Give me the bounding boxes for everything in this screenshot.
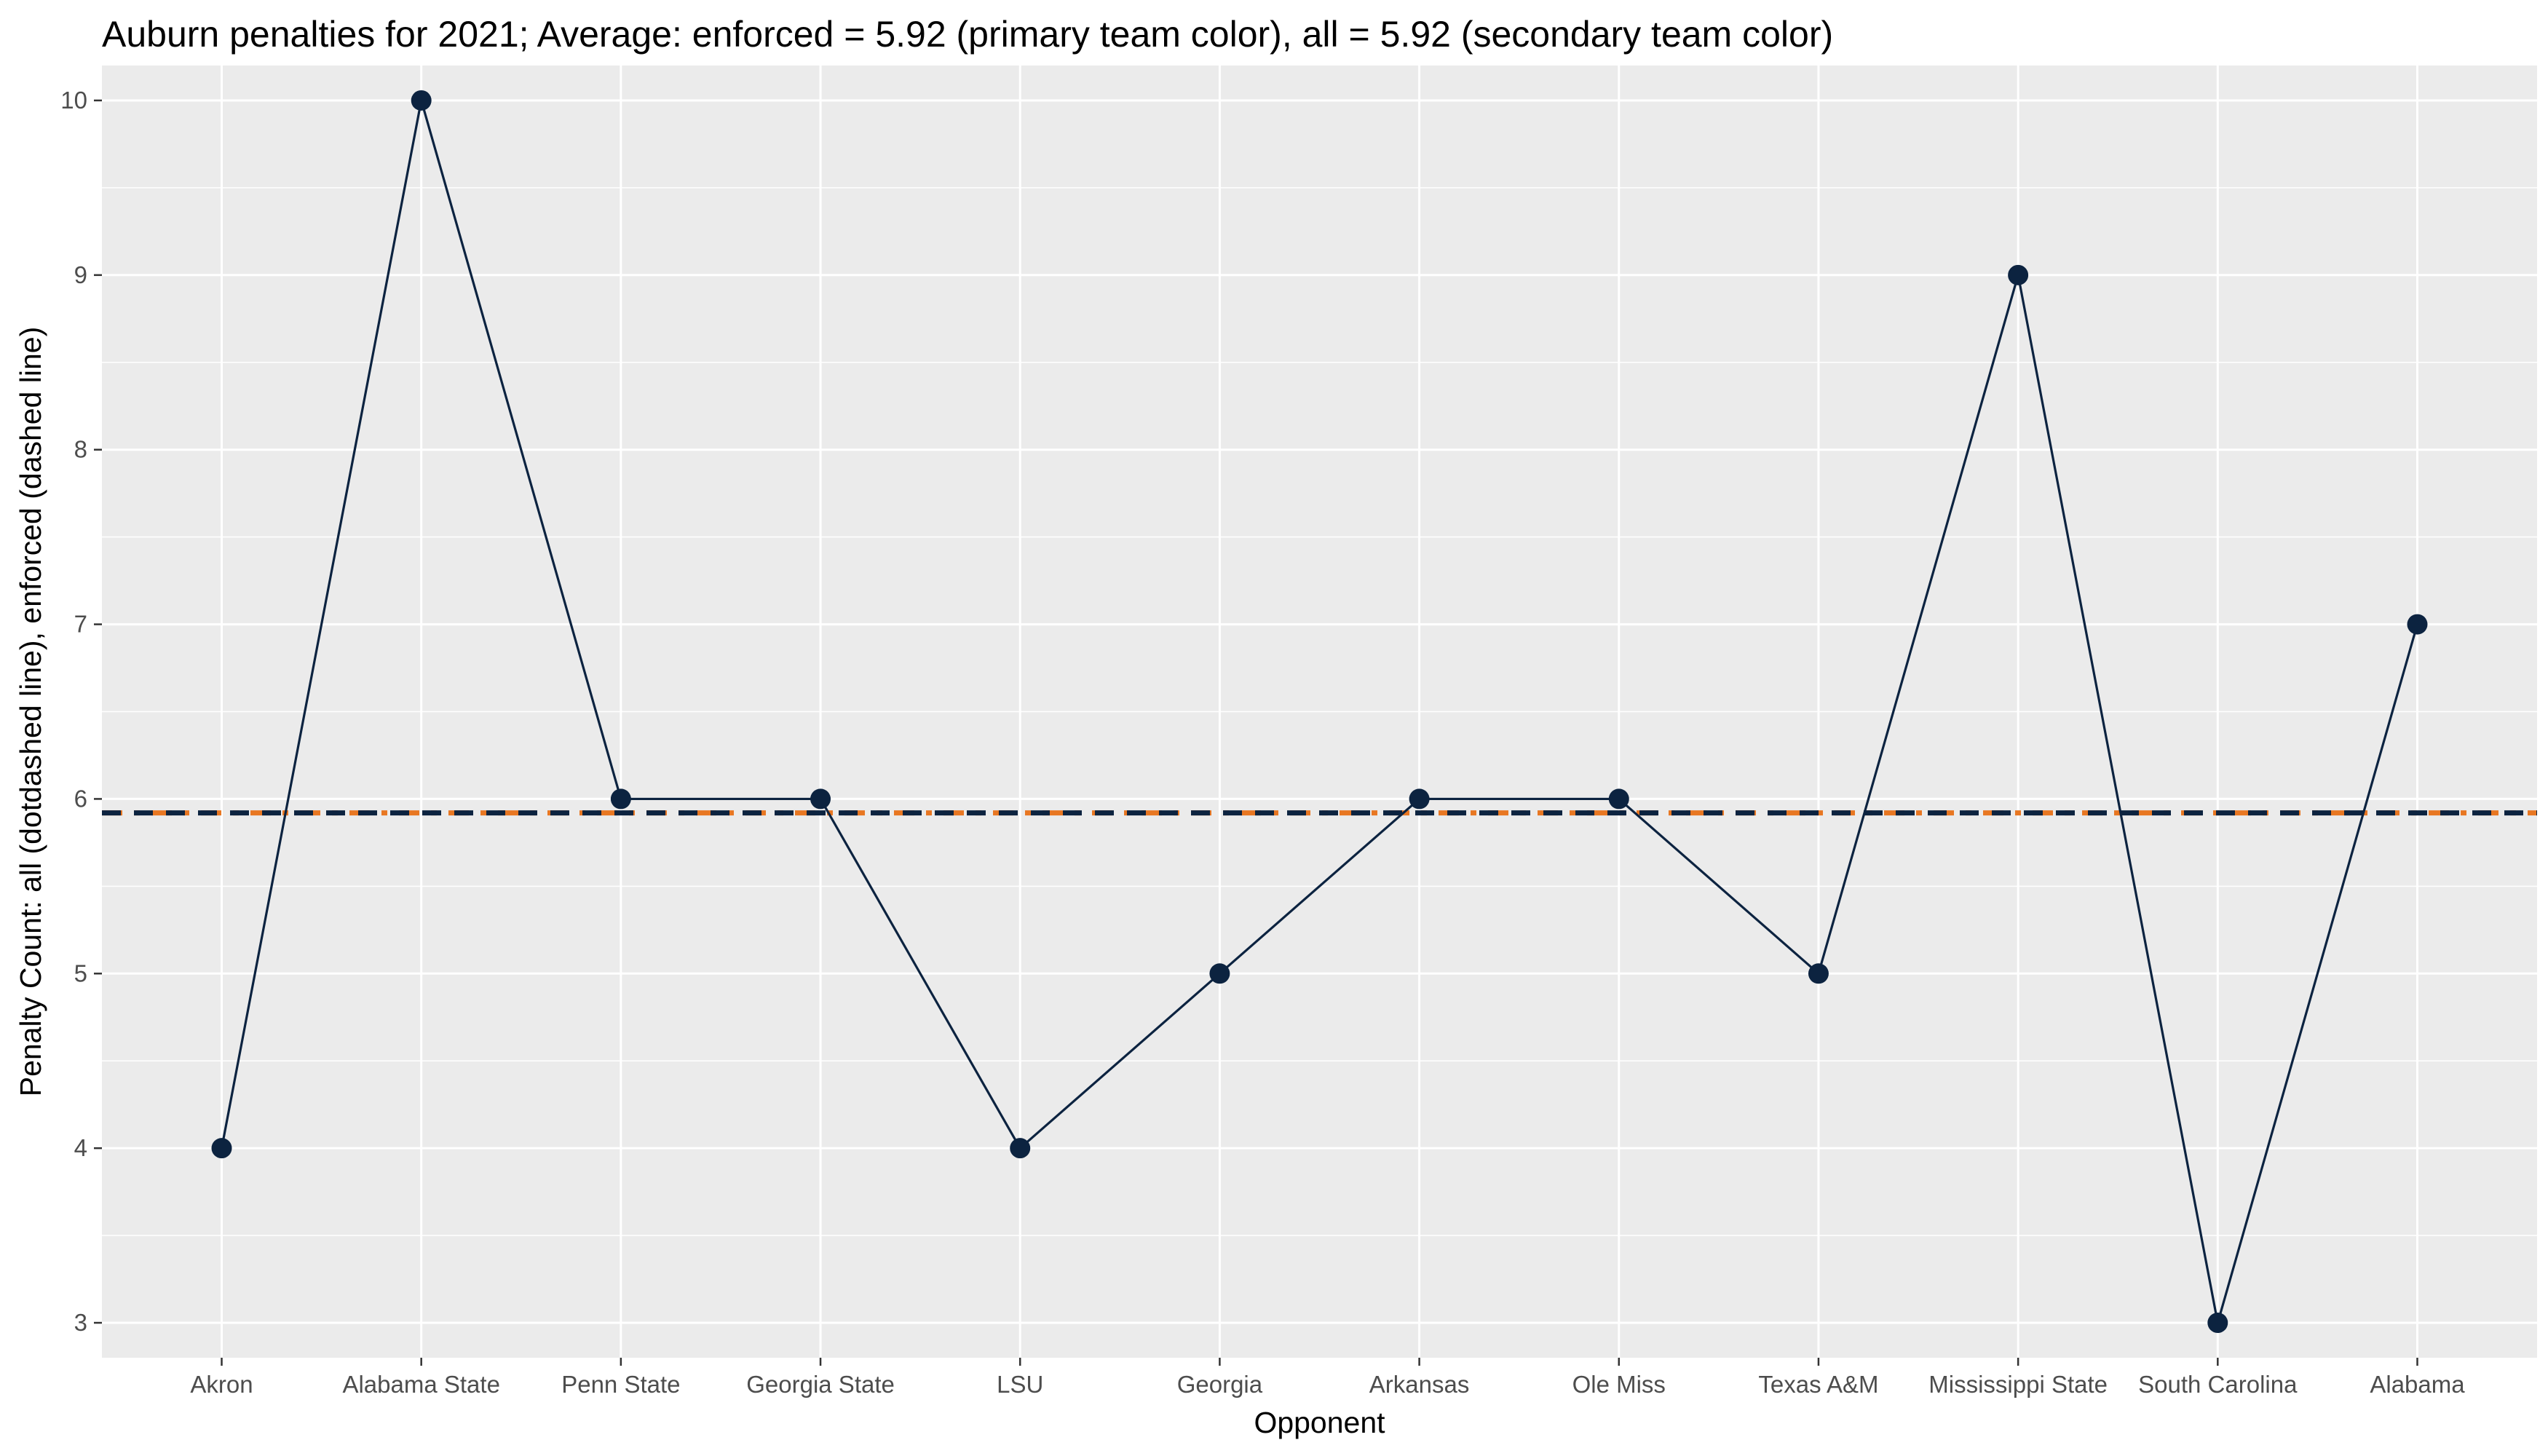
chart-title: Auburn penalties for 2021; Average: enfo…: [102, 14, 1833, 55]
data-point: [2008, 264, 2029, 285]
y-tick-label: 8: [74, 436, 87, 463]
x-tick-label: Arkansas: [1369, 1371, 1470, 1398]
data-point: [1608, 788, 1629, 810]
data-point: [1209, 963, 1230, 984]
y-tick-label: 9: [74, 261, 87, 288]
y-tick-label: 6: [74, 785, 87, 812]
data-point: [211, 1138, 232, 1159]
y-tick-label: 10: [60, 87, 87, 114]
x-axis-title: Opponent: [1254, 1406, 1385, 1439]
data-point: [411, 90, 432, 111]
data-point: [2207, 1313, 2228, 1334]
x-tick-label: Ole Miss: [1572, 1371, 1666, 1398]
series-line: [220, 99, 2419, 1324]
y-tick-label: 4: [74, 1134, 87, 1161]
data-point: [610, 788, 631, 810]
data-point: [1808, 963, 1829, 984]
x-tick-label: Mississippi State: [1928, 1371, 2108, 1398]
x-tick-label: Alabama State: [342, 1371, 499, 1398]
data-point: [1409, 788, 1430, 810]
data-point: [810, 788, 831, 810]
y-tick-label: 3: [74, 1309, 87, 1336]
y-tick-label: 7: [74, 611, 87, 638]
x-tick-label: Penn State: [561, 1371, 680, 1398]
y-tick-label: 5: [74, 960, 87, 986]
y-axis-title: Penalty Count: all (dotdashed line), enf…: [14, 327, 47, 1097]
x-tick-label: South Carolina: [2138, 1371, 2298, 1398]
data-point: [2407, 614, 2428, 635]
x-tick-label: Alabama: [2370, 1371, 2465, 1398]
x-tick-label: LSU: [997, 1371, 1043, 1398]
x-tick-label: Georgia State: [746, 1371, 895, 1398]
x-tick-label: Texas A&M: [1758, 1371, 1878, 1398]
data-point: [1010, 1138, 1031, 1159]
x-tick-label: Akron: [190, 1371, 253, 1398]
y-axis: 3 4 5 6 7 8 9 10: [60, 87, 102, 1336]
x-axis: Akron Alabama State Penn State Georgia Stat…: [190, 1358, 2465, 1398]
series-layer: [211, 90, 2428, 1334]
x-tick-label: Georgia: [1177, 1371, 1263, 1398]
